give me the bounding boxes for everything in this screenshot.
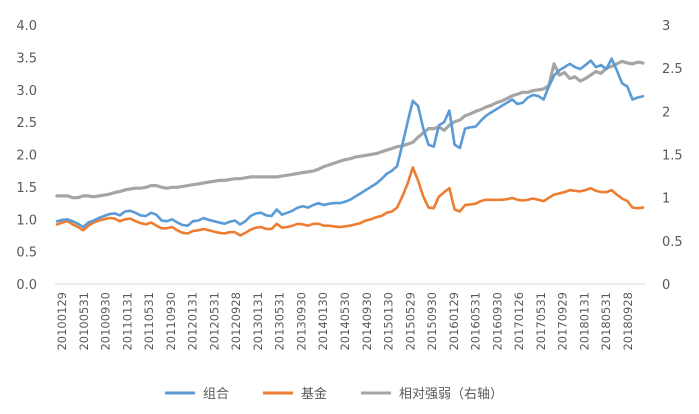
x-tick-label: 20180928 (621, 292, 635, 351)
y-left-tick-label: 2.5 (16, 116, 37, 131)
x-tick-label: 20160930 (490, 292, 504, 351)
x-tick-label: 20140530 (338, 292, 352, 351)
y-left-axis: 0.0 0.5 1.0 1.5 2.0 2.5 3.0 3.5 4.0 (16, 19, 37, 293)
x-tick-label: 20150529 (403, 292, 417, 351)
y-right-tick-label: 1 (662, 192, 670, 207)
y-left-tick-label: 3.5 (16, 51, 37, 66)
y-left-tick-label: 0.0 (16, 278, 37, 293)
x-axis: 20100129 20100531 20100930 20110131 20110531… (55, 292, 635, 351)
legend-label-1: 基金 (301, 386, 327, 402)
plot-area (55, 57, 645, 237)
x-tick-label: 20170531 (534, 292, 548, 351)
x-tick-label: 20140930 (360, 292, 374, 351)
x-tick-label: 20180531 (599, 292, 613, 351)
legend: 组合 基金 相对强弱（右轴） (165, 386, 503, 402)
x-tick-label: 20130131 (251, 292, 265, 351)
x-tick-label: 20150130 (382, 292, 396, 351)
x-tick-label: 20120928 (229, 292, 243, 351)
x-tick-label: 20150930 (425, 292, 439, 351)
series-line-1 (55, 166, 645, 237)
y-right-tick-label: 1.5 (662, 149, 683, 164)
x-tick-label: 20120531 (207, 292, 221, 351)
y-right-tick-label: 3 (662, 19, 670, 34)
x-tick-label: 20110131 (120, 292, 134, 351)
x-tick-label: 20120131 (186, 292, 200, 351)
x-tick-label: 20160129 (447, 292, 461, 351)
legend-label-0: 组合 (203, 387, 229, 402)
series-line-2 (55, 59, 645, 200)
y-right-tick-label: 0 (662, 278, 670, 293)
y-left-tick-label: 4.0 (16, 19, 37, 34)
y-left-tick-label: 2.0 (16, 149, 37, 164)
x-tick-label: 20180131 (577, 292, 591, 351)
x-tick-label: 20100531 (77, 292, 91, 351)
y-right-tick-label: 2.5 (662, 62, 683, 77)
y-right-tick-label: 0.5 (662, 235, 683, 250)
x-tick-label: 20160531 (469, 292, 483, 351)
series-line-0 (55, 57, 645, 229)
x-tick-label: 20110531 (142, 292, 156, 351)
y-right-tick-label: 2 (662, 105, 670, 120)
x-tick-label: 20100129 (55, 292, 69, 351)
x-tick-label: 20130930 (294, 292, 308, 351)
y-right-axis: 0 0.5 1 1.5 2 2.5 3 (662, 19, 683, 293)
y-left-tick-label: 0.5 (16, 246, 37, 261)
y-left-tick-label: 1.0 (16, 213, 37, 228)
x-tick-label: 20100930 (99, 292, 113, 351)
x-tick-label: 20170126 (512, 292, 526, 351)
x-tick-label: 20130531 (273, 292, 287, 351)
x-tick-label: 20170929 (556, 292, 570, 351)
x-tick-label: 20110930 (164, 292, 178, 351)
legend-label-2: 相对强弱（右轴） (399, 387, 503, 402)
y-left-tick-label: 3.0 (16, 84, 37, 99)
y-left-tick-label: 1.5 (16, 181, 37, 196)
x-tick-label: 20140130 (316, 292, 330, 351)
